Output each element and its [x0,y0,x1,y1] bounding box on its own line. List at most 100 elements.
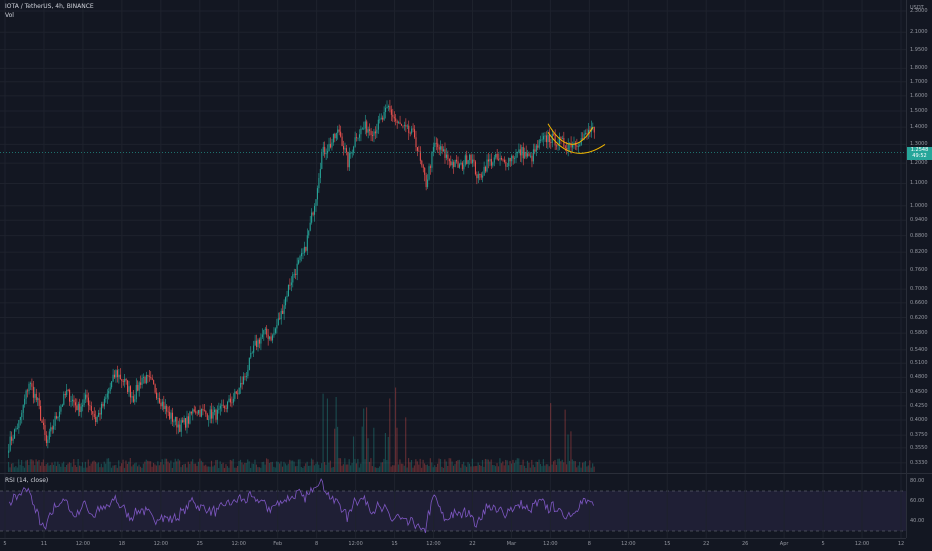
time-axis[interactable]: 5 11 12:00 18 12:00 25 12:00 Feb 8 12:00 15 12:00 22… [0,538,906,551]
volume-bar [286,465,288,472]
volume-bar [541,466,543,472]
candle-body [35,393,37,400]
candle-body [437,143,439,148]
candle-body [363,128,365,130]
volume-bar [442,467,444,472]
candle-body [567,144,569,150]
candle-body [335,133,337,139]
candle-body [214,409,216,413]
volume-bar [584,461,587,472]
candle-body [454,159,456,167]
pane-divider[interactable] [0,473,932,474]
candle-body [325,153,327,155]
candle-body [540,139,542,141]
volume-bar [318,464,320,472]
volume-bar [112,465,114,472]
volume-bar [242,464,244,472]
volume-bar [486,459,488,472]
candle-body [141,377,143,385]
candle-body [71,399,74,402]
candle-body [269,336,271,339]
rsi-tick-label: 60.00 [910,498,925,504]
rsi-pane[interactable]: RSI (14, close) [0,474,906,538]
volume-bar [132,464,134,472]
candle-body [515,152,517,159]
volume-bar [492,465,494,472]
volume-bar [251,463,253,472]
candle-body [121,379,123,382]
rsi-axis[interactable]: 80.00 60.00 40.00 [906,474,932,538]
time-tick-label: 26 [741,541,749,547]
volume-bar [338,458,340,472]
candle-body [116,370,118,378]
volume-bar [342,464,344,472]
price-chart-svg[interactable] [0,0,906,473]
volume-bar [322,393,324,472]
volume-bar [96,463,98,472]
volume-bar [418,464,420,472]
candle-body [64,394,66,396]
time-tick-label: Apr [779,541,789,547]
candle-body [247,370,249,377]
time-tick-label: Feb [273,541,283,547]
candle-body [529,155,532,157]
volume-bar [451,461,453,472]
candle-body [316,188,318,200]
candle-body [270,336,272,341]
volume-bar [497,466,500,472]
candle-body [398,122,400,124]
volume-bar [593,466,595,472]
candle-body [309,222,311,231]
volume-bar [10,463,13,472]
candle-body [289,284,291,286]
volume-bar [241,462,243,472]
volume-bar [305,463,307,472]
volume-bar [552,461,555,472]
candle-body [227,401,229,409]
price-axis[interactable]: USDT 2.3000 2.1000 1.9500 1.8000 1.7000 1.600… [906,0,932,473]
candle-body [205,411,207,415]
candle-body [144,377,146,384]
price-tick-label: 0.5100 [910,360,928,367]
candle-body [315,199,317,207]
candle-body [74,402,76,406]
candle-body [498,159,500,161]
candle-body [48,431,50,440]
candle-body [77,403,79,411]
volume-bar [471,458,473,472]
volume-bar [448,458,450,472]
candle-body [396,121,398,124]
price-chart[interactable]: IOTA / TetherUS, 4h, BINANCE Vol [0,0,906,473]
volume-bar [435,466,437,472]
price-tick-label: 1.5000 [910,107,928,114]
volume-bar [28,465,30,472]
volume-bar [316,461,318,472]
volume-bar [493,465,495,472]
candle-body [496,154,498,160]
cup-pattern-lower[interactable] [547,131,606,154]
volume-bar [54,461,56,472]
candle-body [132,396,134,402]
candle-body [553,133,555,135]
candle-body [525,152,527,157]
volume-bar [183,464,185,472]
candle-body [153,380,155,385]
volume-bar [29,459,31,472]
volume-bar [581,462,584,472]
volume-bar [168,463,171,472]
time-tick-label: 5 [3,541,7,547]
candle-body [161,401,163,407]
candle-body [389,105,391,110]
cup-pattern-upper[interactable] [547,123,594,145]
volume-bar [463,461,465,472]
volume-bar [309,465,311,472]
volume-bar [109,461,111,472]
volume-bar [8,461,10,472]
volume-bar [65,464,68,472]
volume-bar [202,462,204,472]
candle-body [456,159,458,162]
volume-bar [374,467,376,472]
candle-body [427,179,429,187]
volume-bar [192,459,194,472]
candle-body [380,117,382,120]
